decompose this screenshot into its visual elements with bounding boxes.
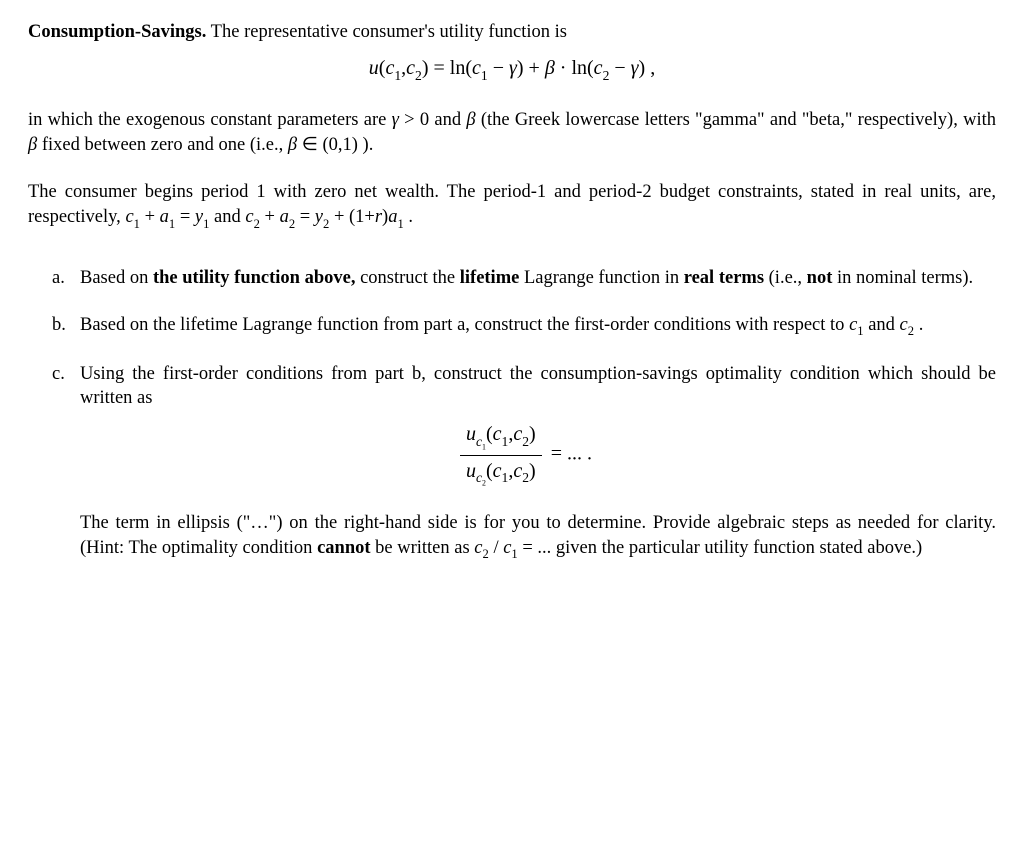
budget-constraints-paragraph: The consumer begins period 1 with zero n… [28, 180, 996, 232]
list-body: Using the first-order conditions from pa… [80, 362, 996, 412]
section-title: Consumption-Savings. [28, 22, 206, 42]
question-item-a: a. Based on the utility function above, … [52, 266, 996, 291]
equation-tail: = ... . [546, 443, 592, 465]
intro-tail: The representative consumer's utility fu… [206, 22, 567, 42]
list-marker: a. [52, 266, 80, 291]
question-item-c-continued: The term in ellipsis ("…") on the right-… [52, 511, 996, 563]
question-item-c: c. Using the first-order conditions from… [52, 362, 996, 412]
list-marker-empty [52, 511, 80, 563]
fraction-numerator: uc1(c1,c2) [460, 421, 542, 455]
optimality-condition-equation: uc1(c1,c2) uc2(c1,c2) = ... . [52, 421, 996, 489]
mrs-fraction: uc1(c1,c2) uc2(c1,c2) [460, 421, 542, 489]
intro-paragraph: Consumption-Savings. The representative … [28, 20, 996, 45]
list-marker: b. [52, 313, 80, 340]
question-item-b: b. Based on the lifetime Lagrange functi… [52, 313, 996, 340]
final-hint-paragraph: The term in ellipsis ("…") on the right-… [80, 511, 996, 563]
parameters-paragraph: in which the exogenous constant paramete… [28, 108, 996, 158]
list-body: Based on the lifetime Lagrange function … [80, 313, 996, 340]
list-marker: c. [52, 362, 80, 412]
question-list: a. Based on the utility function above, … [28, 266, 996, 563]
fraction-denominator: uc2(c1,c2) [460, 456, 542, 489]
list-body: Based on the utility function above, con… [80, 266, 996, 291]
utility-function-equation: u(c1,c2) = ln(c1 − γ) + β · ln(c2 − γ) , [28, 55, 996, 84]
